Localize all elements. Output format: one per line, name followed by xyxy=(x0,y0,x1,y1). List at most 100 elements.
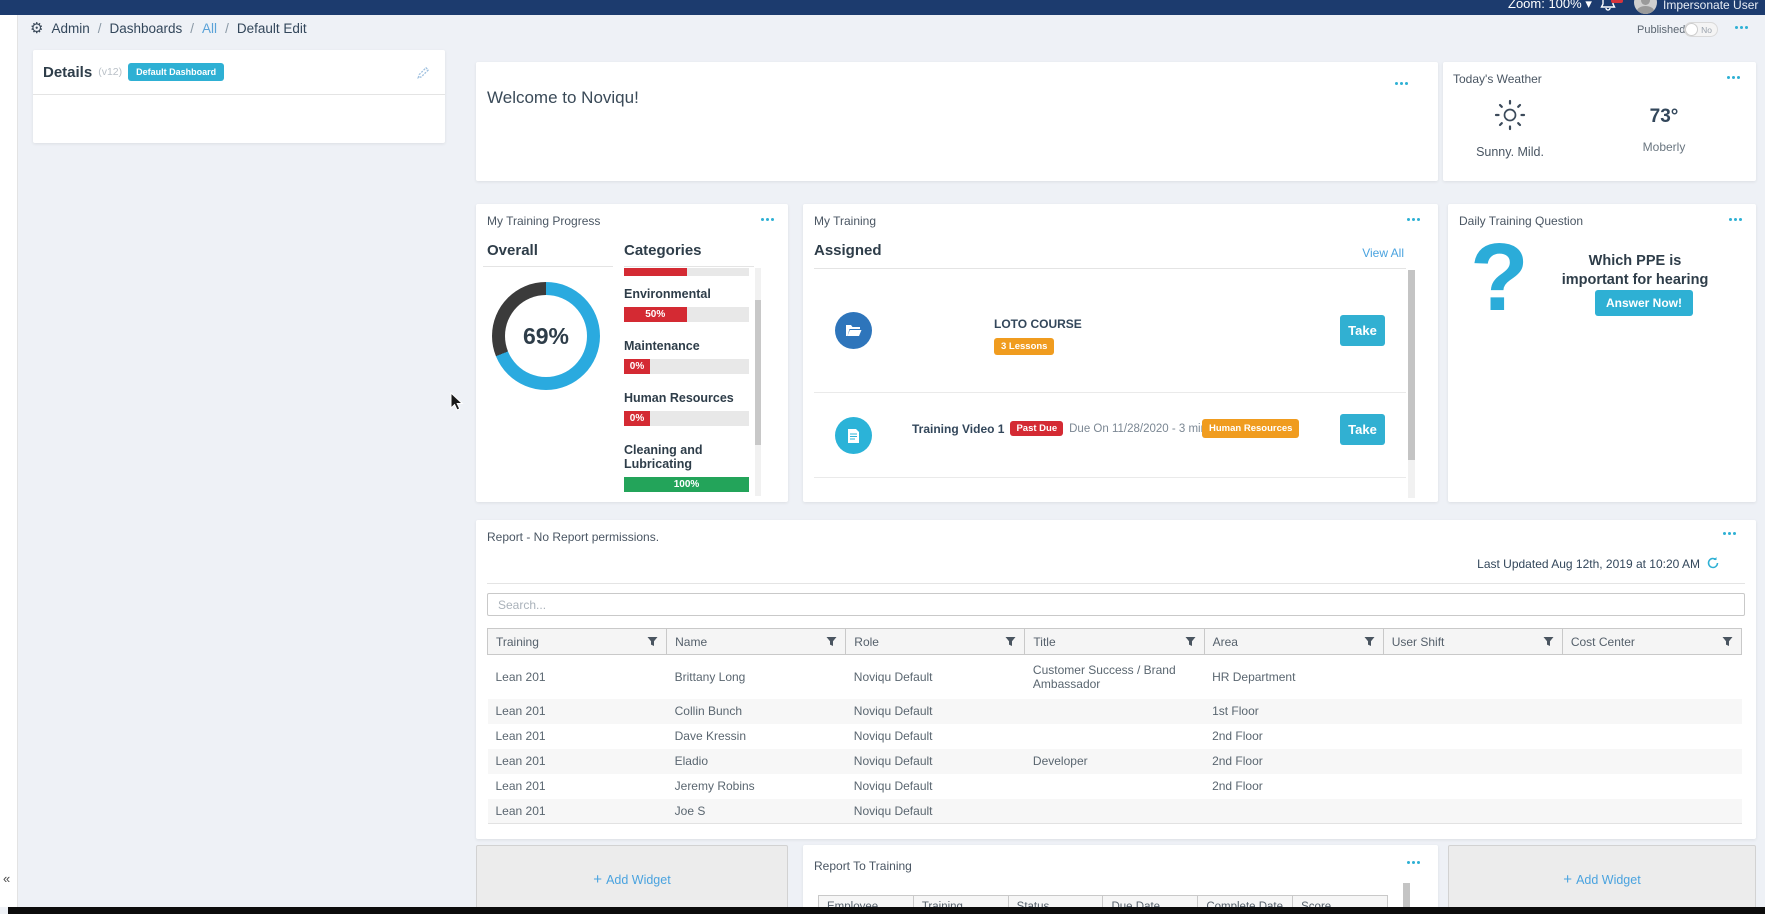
published-label: Published xyxy=(1637,24,1686,36)
breadcrumb-admin[interactable]: Admin xyxy=(51,21,90,36)
table-cell: Customer Success / Brand Ambassador xyxy=(1032,662,1176,691)
published-toggle[interactable]: No xyxy=(1684,22,1718,37)
add-widget-label: Add Widget xyxy=(1576,872,1641,887)
my-training-ellipsis-menu-icon[interactable] xyxy=(1407,218,1420,221)
impersonate-user-button[interactable]: Impersonate User xyxy=(1663,0,1759,12)
category-badge: Human Resources xyxy=(1202,419,1300,438)
table-cell: Noviqu Default xyxy=(853,669,933,684)
category-progress-fill: 50% xyxy=(624,307,687,322)
category-name: Cleaning and Lubricating xyxy=(624,443,703,471)
table-row[interactable]: Lean 201 Jeremy Robins Noviqu Default 2nd F… xyxy=(488,774,1742,799)
table-row[interactable]: Lean 201 Brittany Long Noviqu Default Custo… xyxy=(488,655,1742,699)
category-percent: 0% xyxy=(629,361,645,372)
filter-icon[interactable] xyxy=(1543,636,1554,647)
filter-icon[interactable] xyxy=(1185,636,1196,647)
category-item: Human Resources 0% xyxy=(624,391,749,426)
filter-icon[interactable] xyxy=(647,636,658,647)
category-percent: 0% xyxy=(629,413,645,424)
table-cell xyxy=(1383,699,1562,724)
training-item[interactable]: LOTO COURSE 3 Lessons Take xyxy=(814,269,1406,393)
table-cell xyxy=(1383,749,1562,774)
daily-question-ellipsis-menu-icon[interactable] xyxy=(1729,218,1742,221)
table-row[interactable]: Lean 201 Collin Bunch Noviqu Default 1st Fl… xyxy=(487,698,1742,724)
column-header-cost-center[interactable]: Cost Center xyxy=(1561,628,1743,655)
take-button[interactable]: Take xyxy=(1340,414,1385,445)
categories-scrollbar[interactable] xyxy=(755,268,761,496)
table-cell xyxy=(1383,724,1562,749)
report-to-training-scrollbar[interactable] xyxy=(1403,883,1410,914)
column-header-title[interactable]: Title xyxy=(1024,628,1205,655)
my-training-title: My Training xyxy=(814,214,877,228)
sidebar-collapse-toggle[interactable]: « xyxy=(3,871,11,886)
column-header-label: Role xyxy=(854,634,879,649)
weather-condition: Sunny. Mild. xyxy=(1476,145,1544,159)
sun-icon xyxy=(1493,99,1527,136)
filter-icon[interactable] xyxy=(1364,636,1375,647)
category-progress-fill: 100% xyxy=(624,477,749,492)
column-header-name[interactable]: Name xyxy=(666,628,847,655)
weather-temperature: 73° xyxy=(1649,106,1679,127)
edit-pencil-icon[interactable] xyxy=(415,65,431,86)
lessons-badge: 3 Lessons xyxy=(994,338,1055,355)
training-item-info: Training Video 1 Past Due Due On 11/28/202… xyxy=(912,421,1229,436)
view-all-link[interactable]: View All xyxy=(1362,246,1404,260)
table-cell: HR Department xyxy=(1212,669,1296,684)
breadcrumb-dashboards[interactable]: Dashboards xyxy=(109,21,183,36)
add-widget-button-left[interactable]: + Add Widget xyxy=(476,845,788,914)
table-cell: Eladio xyxy=(674,754,708,768)
table-cell xyxy=(1025,799,1204,824)
welcome-ellipsis-menu-icon[interactable] xyxy=(1395,82,1408,85)
filter-icon[interactable] xyxy=(1722,636,1733,647)
column-header-user-shift[interactable]: User Shift xyxy=(1382,628,1563,655)
search-input[interactable] xyxy=(487,593,1745,616)
refresh-icon[interactable] xyxy=(1706,556,1720,575)
report-to-training-title: Report To Training xyxy=(814,859,912,873)
welcome-card: Welcome to Noviqu! xyxy=(476,62,1438,181)
table-cell: Dave Kressin xyxy=(674,729,747,743)
my-training-card: My Training Assigned View All LOTO COURS… xyxy=(803,204,1438,502)
category-percent: 50% xyxy=(645,309,666,320)
breadcrumb-all-link[interactable]: All xyxy=(202,21,218,36)
column-header-area[interactable]: Area xyxy=(1203,628,1384,655)
page-ellipsis-menu-icon[interactable] xyxy=(1735,26,1748,29)
table-row[interactable]: Lean 201 Eladio Noviqu Default Developer 2nd… xyxy=(487,748,1742,774)
due-date-text: Due On 11/28/2020 - 3 minutes xyxy=(1069,422,1229,435)
toggle-knob xyxy=(1685,23,1698,36)
avatar[interactable] xyxy=(1634,0,1657,14)
weather-ellipsis-menu-icon[interactable] xyxy=(1727,76,1740,79)
zoom-control[interactable]: Zoom: 100% ▾ xyxy=(1508,0,1592,11)
training-progress-card: My Training Progress Overall Categories … xyxy=(476,204,788,502)
table-cell: Lean 201 xyxy=(495,704,546,718)
category-progress-bar: 0% xyxy=(624,411,749,426)
training-item-info: LOTO COURSE 3 Lessons xyxy=(994,315,1082,355)
filter-icon[interactable] xyxy=(1005,636,1016,647)
table-cell: Noviqu Default xyxy=(853,754,933,768)
table-cell: Joe S xyxy=(674,803,706,818)
table-row[interactable]: Lean 201 Dave Kressin Noviqu Default 2nd Fl… xyxy=(488,724,1742,749)
table-row[interactable]: Lean 201 Joe S Noviqu Default xyxy=(487,798,1742,824)
filter-icon[interactable] xyxy=(826,636,837,647)
add-widget-button-right[interactable]: + Add Widget xyxy=(1448,845,1756,914)
training-item[interactable]: Training Video 1 Past Due Due On 11/28/202… xyxy=(814,393,1406,478)
toggle-state-label: No xyxy=(1701,25,1712,35)
training-progress-ellipsis-menu-icon[interactable] xyxy=(761,218,774,221)
report-ellipsis-menu-icon[interactable] xyxy=(1723,532,1736,535)
report-table: Training Name Role Title Area User Shift Cost … xyxy=(486,628,1743,824)
take-button[interactable]: Take xyxy=(1340,315,1385,346)
past-due-badge: Past Due xyxy=(1010,421,1064,436)
column-header-training[interactable]: Training xyxy=(486,628,668,655)
category-partial-bar xyxy=(624,268,749,276)
my-training-scrollbar[interactable] xyxy=(1408,270,1415,498)
table-cell xyxy=(1383,774,1562,799)
notifications-bell-icon[interactable] xyxy=(1598,0,1623,15)
report-to-training-ellipsis-menu-icon[interactable] xyxy=(1407,861,1420,864)
table-cell xyxy=(1383,799,1562,824)
column-header-role[interactable]: Role xyxy=(845,628,1026,655)
weather-title: Today's Weather xyxy=(1453,72,1542,86)
table-cell xyxy=(1204,799,1383,824)
table-cell: Developer xyxy=(1032,754,1088,768)
answer-now-button[interactable]: Answer Now! xyxy=(1595,290,1694,316)
category-progress-bar: 0% xyxy=(624,359,749,374)
table-cell: 2nd Floor xyxy=(1212,754,1263,768)
table-cell: Collin Bunch xyxy=(674,704,743,718)
